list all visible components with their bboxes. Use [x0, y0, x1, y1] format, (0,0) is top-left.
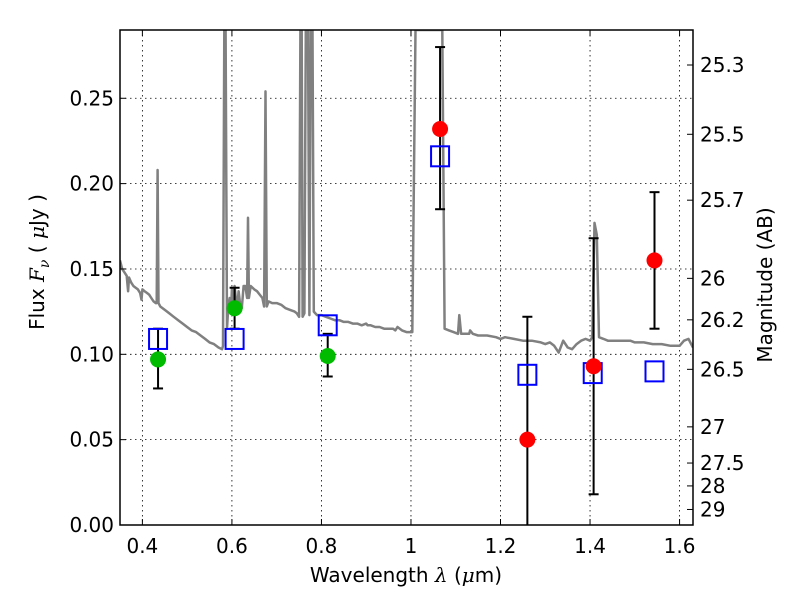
x-tick-label: 0.6 — [216, 534, 248, 558]
markers — [148, 121, 665, 448]
plot-frame — [119, 29, 694, 526]
y-tick-label: 0.20 — [69, 172, 114, 196]
y2-tick-label: 26.2 — [700, 308, 745, 332]
model-square-marker — [224, 327, 245, 350]
model-square-marker — [317, 314, 338, 337]
red-point-marker — [585, 358, 602, 375]
red-point-marker — [519, 431, 536, 448]
y2-tick-label: 25.3 — [700, 53, 745, 77]
y2-tick-label: 25.5 — [700, 122, 745, 146]
x-tick-label: 0.4 — [126, 534, 158, 558]
y2-tick-label: 29 — [700, 497, 725, 521]
y-tick-label: 0.00 — [69, 513, 114, 537]
green-point-marker — [150, 351, 167, 368]
y2-tick-label: 28 — [700, 474, 725, 498]
green-point-marker — [226, 300, 243, 317]
spectrum-line — [120, 30, 693, 354]
green-point-marker — [319, 348, 336, 365]
y-tick-label: 0.15 — [69, 257, 114, 281]
x-axis: 0.4 0.6 0.8 1 1.2 1.4 1.6 — [126, 30, 695, 558]
y-axis-title: Flux Fν ( μJy ) — [25, 194, 53, 330]
model-square-marker — [148, 327, 169, 350]
x-tick-label: 1.6 — [664, 534, 696, 558]
y2-tick-label: 26.5 — [700, 357, 745, 381]
model-square-marker — [644, 360, 665, 383]
x-axis-title: Wavelength λ (μm) — [310, 563, 502, 587]
plot-area — [120, 30, 693, 525]
errorbars — [153, 46, 660, 525]
x-tick-label: 1.2 — [485, 534, 517, 558]
grid-lines — [120, 30, 693, 525]
x-tick-label: 1 — [405, 534, 418, 558]
y-axis-left: 0.00 0.05 0.10 0.15 0.20 0.25 — [69, 86, 126, 537]
red-point-marker — [646, 252, 663, 269]
x-tick-label: 1.4 — [574, 534, 606, 558]
x-tick-label: 0.8 — [306, 534, 338, 558]
model-square-marker — [517, 363, 538, 386]
y-tick-label: 0.25 — [69, 86, 114, 110]
model-square-marker — [430, 145, 451, 168]
y2-tick-label: 26 — [700, 266, 725, 290]
y-tick-label: 0.05 — [69, 428, 114, 452]
y-tick-label: 0.10 — [69, 342, 114, 366]
y2-axis-title: Magnitude (AB) — [753, 207, 777, 362]
y2-tick-label: 27.5 — [700, 451, 745, 475]
y2-tick-label: 27 — [700, 415, 725, 439]
y2-tick-label: 25.7 — [700, 188, 745, 212]
red-point-marker — [432, 121, 449, 137]
